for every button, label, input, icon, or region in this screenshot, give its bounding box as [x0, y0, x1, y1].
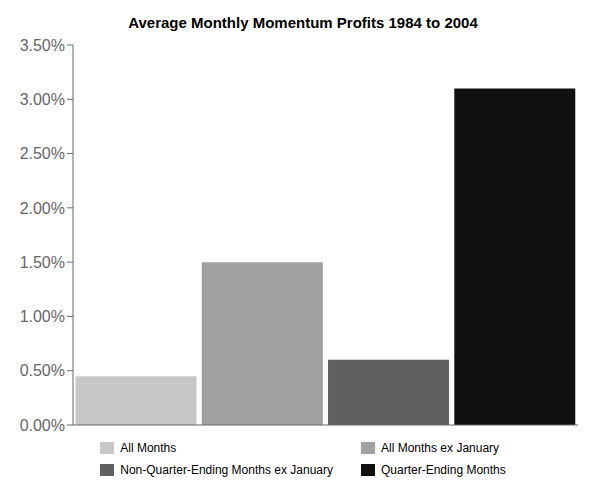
svg-text:0.00%: 0.00%: [20, 417, 65, 434]
svg-text:2.00%: 2.00%: [20, 200, 65, 217]
html-text:Non-Quarter-Ending Months ex J: Non-Quarter-Ending Months ex January: [120, 463, 333, 477]
svg-text:1.00%: 1.00%: [20, 308, 65, 325]
svg-text:1.50%: 1.50%: [20, 254, 65, 271]
svg-text:2.50%: 2.50%: [20, 145, 65, 162]
html-text:Quarter-Ending Months: Quarter-Ending Months: [381, 463, 506, 477]
svg-text:0.50%: 0.50%: [20, 362, 65, 379]
svg-text:3.00%: 3.00%: [20, 91, 65, 108]
html-text:All Months: All Months: [120, 441, 177, 455]
svg-text:3.50%: 3.50%: [20, 37, 65, 54]
html-text:Average Monthly Momentum Profi: Average Monthly Momentum Profits 1984 to…: [128, 14, 478, 31]
html-text:All Months ex January: All Months ex January: [381, 441, 500, 455]
